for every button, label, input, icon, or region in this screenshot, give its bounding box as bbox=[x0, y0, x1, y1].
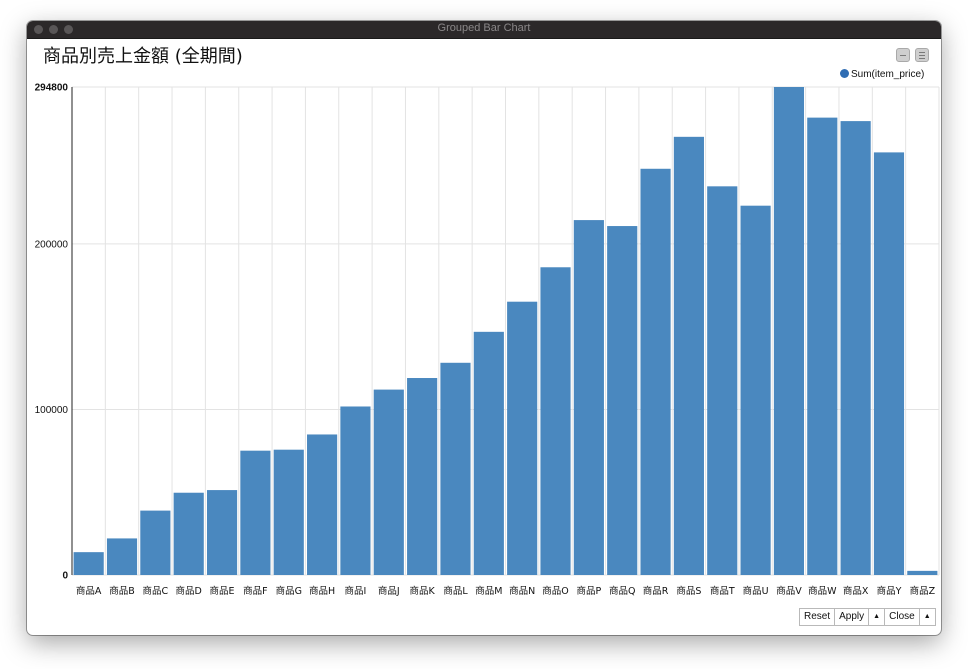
bar bbox=[106, 538, 138, 575]
x-tick-label: 商品W bbox=[808, 585, 837, 597]
x-tick-label: 商品U bbox=[743, 585, 769, 597]
window-title: Grouped Bar Chart bbox=[437, 22, 531, 34]
x-tick-label: 商品H bbox=[309, 585, 335, 597]
bar bbox=[206, 490, 238, 575]
close-dropdown-button[interactable]: ▲ bbox=[918, 608, 936, 626]
x-tick-label: 商品R bbox=[643, 585, 669, 597]
x-tick-label: 商品A bbox=[76, 585, 102, 597]
bar bbox=[673, 136, 704, 575]
x-tick-label: 商品M bbox=[475, 585, 502, 597]
bar bbox=[507, 301, 538, 575]
x-tick-label: 商品Q bbox=[609, 585, 635, 597]
bar bbox=[640, 168, 671, 575]
apply-button[interactable]: Apply bbox=[834, 608, 870, 626]
chart-title: 商品別売上金額 (全期間) bbox=[43, 46, 243, 67]
footer-buttons: Reset Apply ▲ Close ▲ bbox=[799, 608, 936, 626]
bar bbox=[773, 87, 805, 575]
x-tick-label: 商品P bbox=[576, 585, 601, 597]
x-tick-label: 商品N bbox=[509, 585, 535, 597]
x-tick-label: 商品L bbox=[443, 585, 468, 597]
chart-window: Grouped Bar Chart 商品別売上金額 (全期間) Sum(item… bbox=[27, 21, 941, 635]
bar bbox=[273, 449, 304, 575]
minimize-icon[interactable] bbox=[896, 48, 910, 62]
x-tick-label: 商品T bbox=[710, 585, 735, 597]
bar bbox=[440, 362, 471, 575]
bar bbox=[173, 492, 204, 575]
reset-button[interactable]: Reset bbox=[799, 608, 836, 626]
bar bbox=[807, 117, 838, 576]
bar bbox=[873, 152, 905, 575]
bar bbox=[740, 205, 771, 576]
y-tick-label: 200000 bbox=[35, 239, 69, 250]
bar bbox=[340, 406, 371, 575]
x-tick-label: 商品S bbox=[676, 585, 701, 597]
bar bbox=[473, 331, 504, 575]
x-tick-label: 商品C bbox=[143, 585, 169, 597]
bar-chart-plot: 0 100000 200000 294800 商品A 商品B 商品C 商品D 商品E 商品F 商品G… bbox=[35, 83, 940, 597]
bar bbox=[707, 186, 738, 575]
y-tick-label: 100000 bbox=[35, 405, 69, 416]
title-bar: Grouped Bar Chart bbox=[27, 21, 941, 39]
legend-marker bbox=[840, 69, 849, 78]
apply-dropdown-button[interactable]: ▲ bbox=[868, 608, 886, 626]
x-tick-label: 商品G bbox=[276, 585, 302, 597]
bar bbox=[73, 552, 104, 575]
legend[interactable]: Sum(item_price) bbox=[840, 69, 924, 80]
bar bbox=[607, 226, 638, 575]
close-window-icon[interactable] bbox=[34, 25, 43, 34]
x-tick-label: 商品D bbox=[176, 585, 202, 597]
bar bbox=[540, 267, 571, 575]
x-tick-label: 商品I bbox=[345, 585, 367, 597]
bar bbox=[240, 450, 271, 575]
menu-icon[interactable] bbox=[915, 48, 929, 62]
bar bbox=[407, 378, 438, 575]
close-button[interactable]: Close bbox=[884, 608, 920, 626]
y-tick-label: 0 bbox=[62, 571, 68, 582]
x-tick-label: 商品Y bbox=[877, 585, 902, 597]
x-tick-label: 商品B bbox=[109, 585, 135, 597]
x-tick-label: 商品Z bbox=[910, 585, 936, 597]
bar bbox=[573, 220, 604, 575]
y-tick-label: 294800 bbox=[35, 83, 69, 94]
x-tick-label: 商品K bbox=[410, 585, 436, 597]
zoom-window-icon[interactable] bbox=[64, 25, 73, 34]
bar bbox=[307, 434, 338, 575]
bar bbox=[140, 510, 171, 575]
bar bbox=[373, 389, 404, 575]
minimize-window-icon[interactable] bbox=[49, 25, 58, 34]
x-tick-label: 商品F bbox=[243, 585, 267, 597]
bar bbox=[907, 570, 938, 575]
x-tick-label: 商品E bbox=[210, 585, 235, 597]
x-tick-label: 商品J bbox=[378, 585, 400, 597]
x-tick-label: 商品X bbox=[843, 585, 869, 597]
x-tick-label: 商品V bbox=[776, 585, 802, 597]
bar bbox=[840, 121, 871, 576]
x-tick-label: 商品O bbox=[542, 585, 568, 597]
legend-label: Sum(item_price) bbox=[851, 69, 925, 80]
